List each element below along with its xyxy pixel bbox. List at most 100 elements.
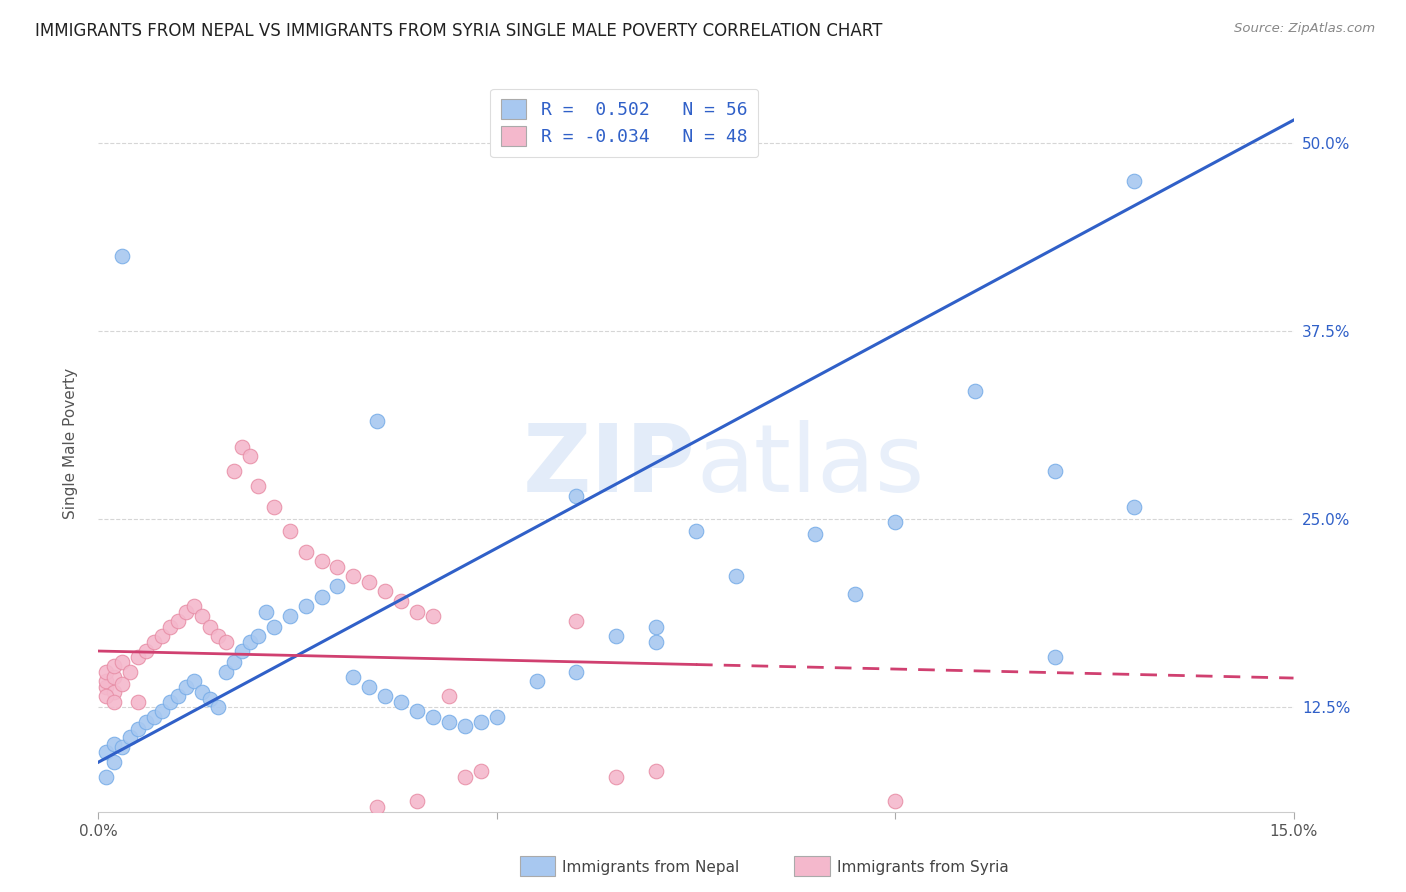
Point bbox=[143, 710, 166, 724]
Point bbox=[96, 770, 118, 784]
Point bbox=[342, 569, 364, 583]
Point bbox=[96, 680, 118, 694]
Point bbox=[326, 579, 349, 593]
Point bbox=[111, 249, 134, 263]
Point bbox=[470, 764, 492, 779]
Point bbox=[1043, 464, 1066, 478]
Point bbox=[406, 704, 429, 718]
Point bbox=[565, 489, 588, 503]
Point bbox=[454, 719, 477, 733]
Point bbox=[198, 692, 221, 706]
Point bbox=[143, 635, 166, 649]
Point bbox=[804, 527, 827, 541]
Point bbox=[342, 669, 364, 683]
Text: Source: ZipAtlas.com: Source: ZipAtlas.com bbox=[1234, 22, 1375, 36]
Point bbox=[294, 545, 316, 559]
Y-axis label: Single Male Poverty: Single Male Poverty bbox=[63, 368, 77, 519]
Point bbox=[103, 669, 125, 683]
Point bbox=[127, 695, 149, 709]
Point bbox=[183, 674, 205, 689]
Point bbox=[1123, 174, 1146, 188]
Point bbox=[120, 730, 142, 744]
Point bbox=[263, 620, 285, 634]
Point bbox=[239, 449, 262, 463]
Point bbox=[103, 737, 125, 751]
Text: Immigrants from Syria: Immigrants from Syria bbox=[837, 860, 1008, 874]
Point bbox=[844, 587, 866, 601]
Text: ZIP: ZIP bbox=[523, 420, 696, 512]
Point bbox=[103, 695, 125, 709]
Point bbox=[963, 384, 986, 399]
Point bbox=[135, 644, 157, 658]
Point bbox=[263, 500, 285, 514]
Point bbox=[231, 440, 253, 454]
Point bbox=[111, 655, 134, 669]
Point bbox=[645, 635, 668, 649]
Point bbox=[167, 689, 190, 703]
Point bbox=[239, 635, 262, 649]
Point bbox=[183, 599, 205, 613]
Point bbox=[685, 524, 707, 538]
Point bbox=[359, 680, 381, 694]
Point bbox=[454, 770, 477, 784]
Point bbox=[645, 620, 668, 634]
Point bbox=[422, 609, 444, 624]
Point bbox=[326, 560, 349, 574]
Point bbox=[174, 680, 197, 694]
Point bbox=[294, 599, 316, 613]
Point bbox=[111, 740, 134, 755]
Point bbox=[150, 704, 173, 718]
Point bbox=[470, 714, 492, 729]
Point bbox=[103, 659, 125, 673]
Point bbox=[278, 524, 301, 538]
Point bbox=[389, 695, 412, 709]
Point bbox=[215, 635, 238, 649]
Point bbox=[422, 710, 444, 724]
Point bbox=[366, 800, 388, 814]
Point bbox=[485, 710, 508, 724]
Point bbox=[174, 605, 197, 619]
Text: Immigrants from Nepal: Immigrants from Nepal bbox=[562, 860, 740, 874]
Point bbox=[96, 665, 118, 679]
Point bbox=[526, 674, 548, 689]
Point bbox=[374, 584, 396, 599]
Legend: R =  0.502   N = 56, R = -0.034   N = 48: R = 0.502 N = 56, R = -0.034 N = 48 bbox=[491, 88, 758, 157]
Point bbox=[724, 569, 747, 583]
Point bbox=[359, 574, 381, 589]
Point bbox=[96, 674, 118, 689]
Point bbox=[437, 714, 460, 729]
Point bbox=[159, 620, 181, 634]
Point bbox=[127, 722, 149, 736]
Point bbox=[406, 605, 429, 619]
Point bbox=[167, 614, 190, 628]
Point bbox=[605, 770, 627, 784]
Point bbox=[1043, 650, 1066, 665]
Point bbox=[884, 794, 907, 808]
Point bbox=[565, 665, 588, 679]
Point bbox=[311, 590, 333, 604]
Point bbox=[605, 629, 627, 643]
Point bbox=[103, 684, 125, 698]
Point bbox=[96, 689, 118, 703]
Point bbox=[150, 629, 173, 643]
Point bbox=[246, 629, 269, 643]
Point bbox=[207, 699, 229, 714]
Point bbox=[135, 714, 157, 729]
Point bbox=[278, 609, 301, 624]
Point bbox=[191, 684, 214, 698]
Point bbox=[406, 794, 429, 808]
Point bbox=[159, 695, 181, 709]
Point bbox=[366, 414, 388, 428]
Point bbox=[565, 614, 588, 628]
Point bbox=[103, 755, 125, 769]
Point bbox=[374, 689, 396, 703]
Point bbox=[311, 554, 333, 568]
Text: atlas: atlas bbox=[696, 420, 924, 512]
Point bbox=[254, 605, 277, 619]
Point bbox=[222, 655, 245, 669]
Point bbox=[389, 594, 412, 608]
Point bbox=[120, 665, 142, 679]
Point bbox=[198, 620, 221, 634]
Text: IMMIGRANTS FROM NEPAL VS IMMIGRANTS FROM SYRIA SINGLE MALE POVERTY CORRELATION C: IMMIGRANTS FROM NEPAL VS IMMIGRANTS FROM… bbox=[35, 22, 883, 40]
Point bbox=[96, 745, 118, 759]
